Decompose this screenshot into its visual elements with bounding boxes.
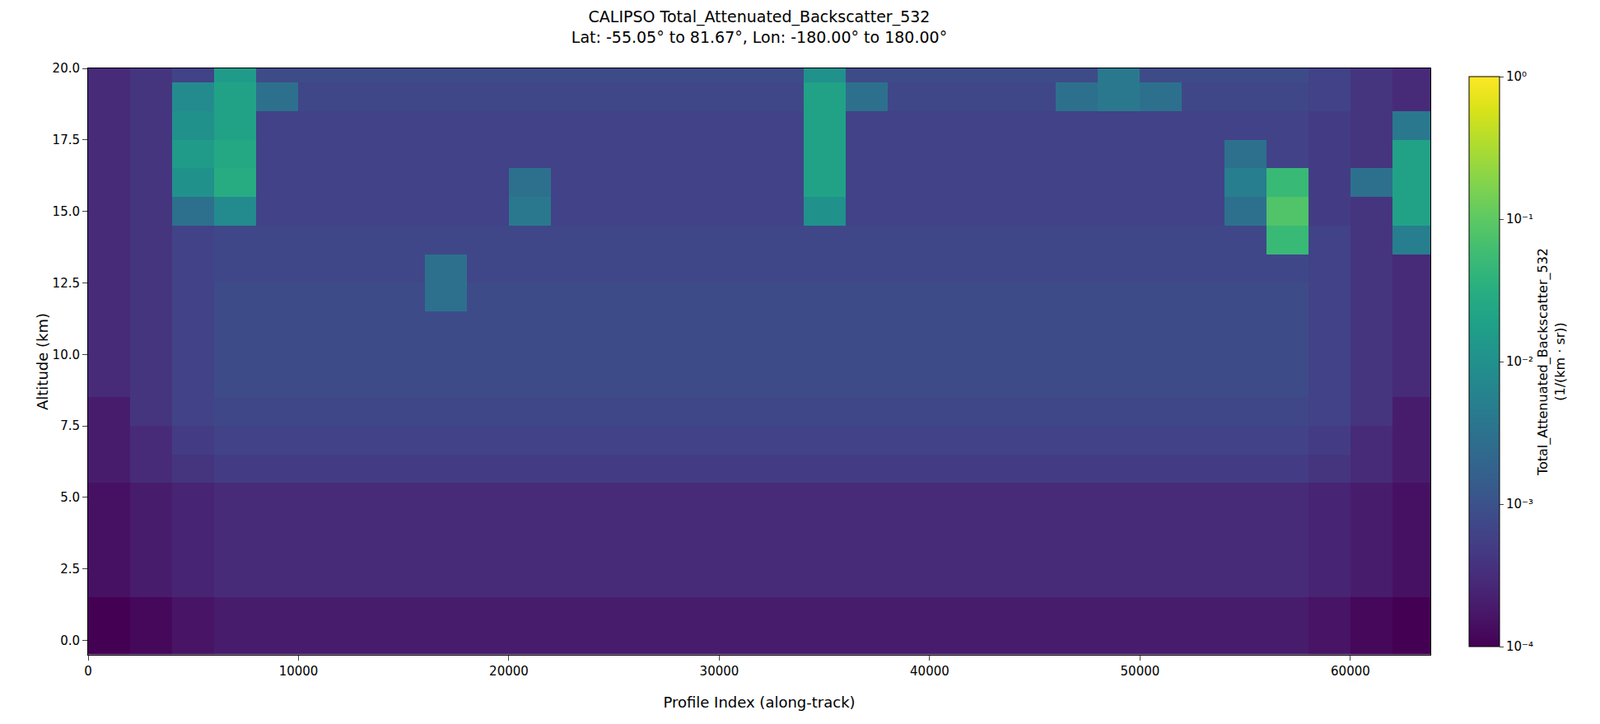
- svg-text:10⁻¹: 10⁻¹: [1506, 211, 1534, 227]
- svg-text:20.0: 20.0: [52, 60, 80, 76]
- svg-text:10000: 10000: [279, 663, 319, 679]
- svg-text:10⁻³: 10⁻³: [1506, 496, 1534, 512]
- svg-text:2.5: 2.5: [60, 561, 80, 577]
- svg-text:CALIPSO Total_Attenuated_Backs: CALIPSO Total_Attenuated_Backscatter_532…: [571, 7, 947, 47]
- svg-text:7.5: 7.5: [60, 418, 80, 434]
- svg-text:5.0: 5.0: [60, 489, 80, 505]
- svg-text:Altitude (km): Altitude (km): [33, 312, 52, 411]
- svg-text:15.0: 15.0: [52, 204, 80, 220]
- svg-text:40000: 40000: [909, 663, 950, 679]
- svg-text:30000: 30000: [699, 663, 740, 679]
- svg-text:0.0: 0.0: [60, 633, 80, 649]
- svg-text:20000: 20000: [489, 663, 529, 679]
- svg-text:10⁰: 10⁰: [1506, 69, 1527, 84]
- svg-text:10.0: 10.0: [52, 347, 80, 363]
- svg-text:Profile Index (along-track): Profile Index (along-track): [662, 693, 855, 711]
- svg-text:10⁻²: 10⁻²: [1506, 354, 1534, 369]
- svg-text:50000: 50000: [1120, 663, 1161, 679]
- svg-text:10⁻⁴: 10⁻⁴: [1506, 639, 1534, 654]
- svg-text:17.5: 17.5: [52, 132, 80, 148]
- svg-text:0: 0: [83, 663, 93, 679]
- svg-text:Total_Attenuated_Backscatter_5: Total_Attenuated_Backscatter_532(1/(km ·…: [1534, 247, 1568, 476]
- svg-text:12.5: 12.5: [52, 275, 80, 291]
- svg-text:60000: 60000: [1330, 663, 1371, 679]
